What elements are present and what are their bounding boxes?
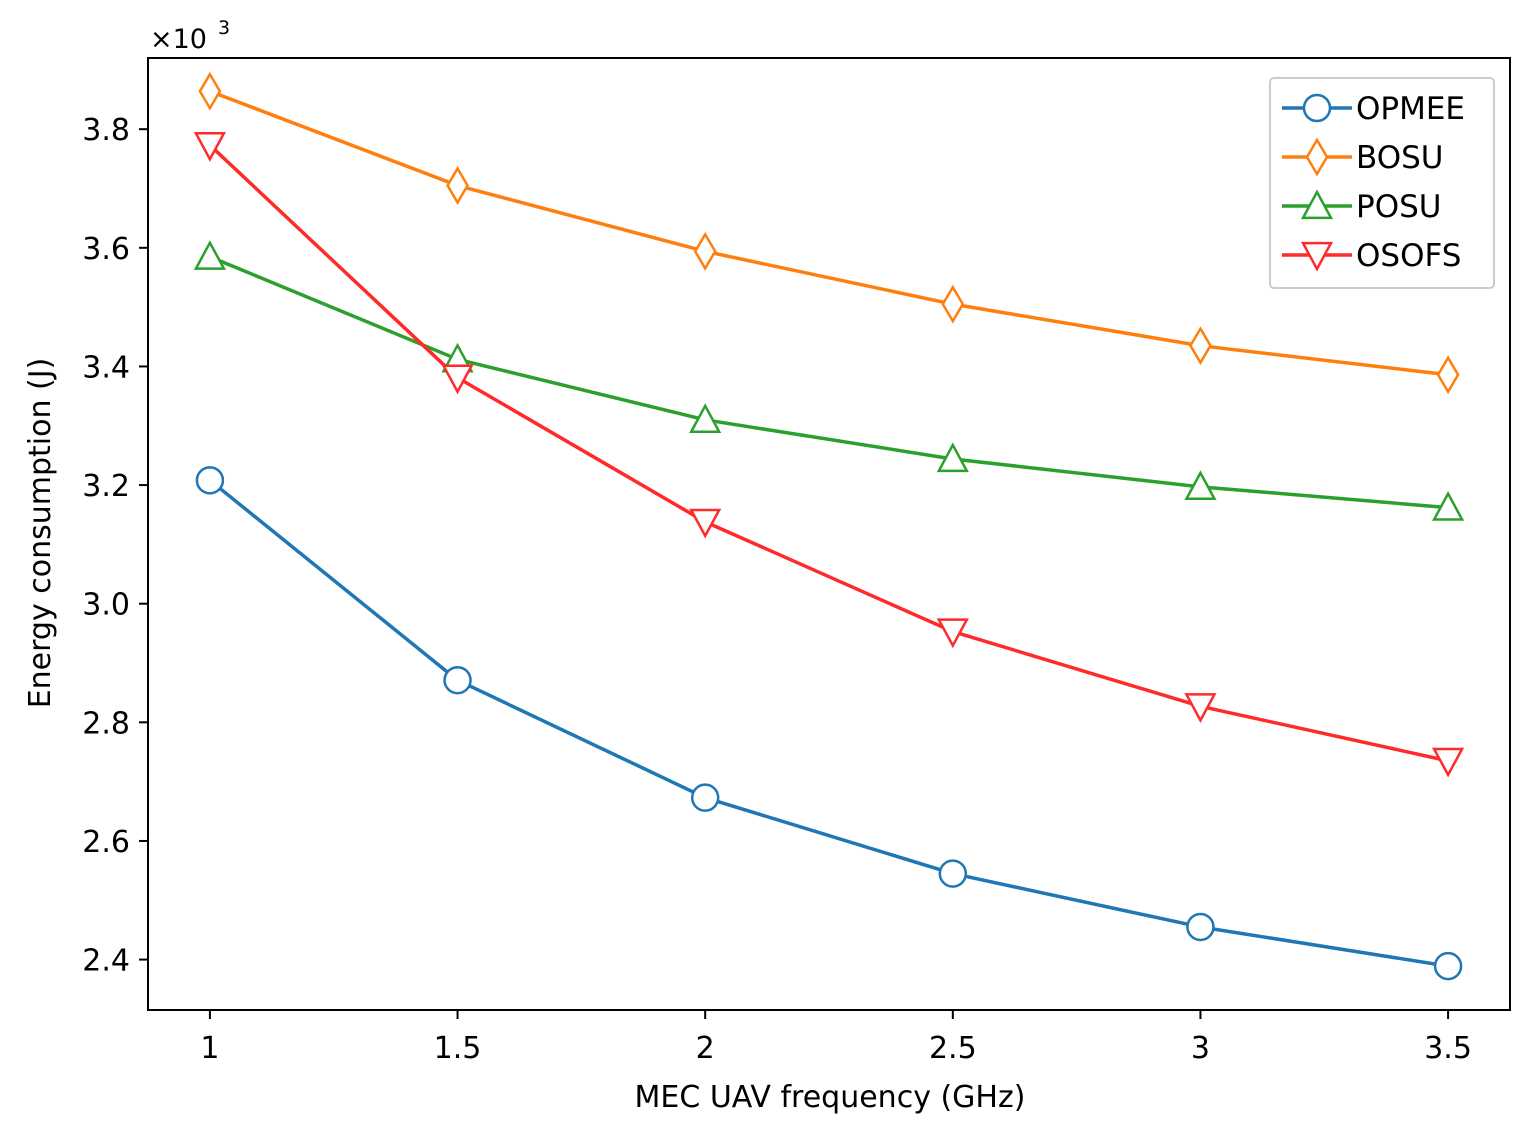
y-axis: 2.4 2.6 2.8 3.0 3.2 3.4 3.6 3.8 bbox=[82, 113, 148, 979]
data-point-osofs bbox=[1184, 693, 1217, 723]
data-point-posu bbox=[936, 442, 969, 473]
data-point-bosu bbox=[1189, 326, 1212, 366]
legend-marker-posu bbox=[1300, 189, 1334, 220]
series-line-posu bbox=[209, 255, 1449, 510]
series-bosu bbox=[198, 71, 1460, 395]
data-point-bosu bbox=[1436, 355, 1460, 395]
legend-item-posu: POSU bbox=[1282, 189, 1441, 225]
series-line-osofs bbox=[208, 143, 1449, 763]
x-tick-label: 1 bbox=[200, 1031, 219, 1066]
data-point-opmee bbox=[195, 466, 225, 495]
series-osofs bbox=[193, 132, 1465, 778]
data-point-osofs bbox=[441, 364, 474, 395]
legend-item-bosu: BOSU bbox=[1282, 137, 1444, 177]
data-point-opmee bbox=[1186, 912, 1215, 942]
data-point-opmee bbox=[690, 783, 720, 812]
data-point-posu bbox=[193, 240, 227, 270]
data-point-bosu bbox=[693, 231, 717, 271]
y-tick-label: 2.8 bbox=[82, 706, 130, 741]
x-tick-label: 3.5 bbox=[1424, 1031, 1472, 1066]
legend: OPMEE BOSU POSU OSOFS bbox=[1269, 77, 1495, 289]
legend-label-bosu: BOSU bbox=[1356, 140, 1444, 176]
legend-marker-opmee bbox=[1302, 93, 1332, 123]
data-point-bosu bbox=[198, 71, 222, 111]
y-scale-base: ×10 bbox=[150, 24, 207, 55]
data-point-osofs bbox=[936, 618, 969, 649]
series-opmee bbox=[195, 466, 1463, 981]
y-tick-label: 3.0 bbox=[82, 588, 130, 623]
data-point-opmee bbox=[443, 665, 472, 695]
x-tick-label: 2.5 bbox=[929, 1031, 977, 1066]
y-tick-label: 2.6 bbox=[82, 825, 130, 860]
data-point-osofs bbox=[193, 132, 227, 162]
legend-label-osofs: OSOFS bbox=[1356, 238, 1461, 274]
legend-marker-osofs bbox=[1300, 241, 1334, 272]
y-tick-label: 3.8 bbox=[82, 113, 130, 148]
series-layer bbox=[193, 71, 1465, 981]
x-axis-label: MEC UAV frequency (GHz) bbox=[635, 1080, 1026, 1115]
series-line-opmee bbox=[208, 478, 1449, 968]
y-tick-label: 2.4 bbox=[82, 944, 130, 979]
y-tick-label: 3.2 bbox=[82, 469, 130, 504]
y-axis-label: Energy consumption (J) bbox=[23, 358, 58, 709]
y-scale-exponent: 3 bbox=[218, 17, 230, 39]
series-line-bosu bbox=[209, 89, 1449, 377]
y-scale-multiplier: ×10 3 bbox=[150, 17, 230, 55]
data-point-posu bbox=[689, 403, 722, 433]
x-tick-label: 2 bbox=[696, 1031, 715, 1066]
x-tick-label: 1.5 bbox=[434, 1031, 482, 1066]
y-tick-label: 3.6 bbox=[82, 232, 130, 267]
legend-marker-bosu bbox=[1305, 137, 1329, 177]
legend-label-opmee: OPMEE bbox=[1356, 91, 1465, 127]
data-point-osofs bbox=[689, 508, 722, 539]
x-tick-label: 3 bbox=[1191, 1031, 1210, 1066]
data-point-bosu bbox=[941, 284, 965, 324]
data-point-opmee bbox=[1433, 951, 1463, 981]
data-point-posu bbox=[1431, 490, 1465, 521]
plot-border bbox=[147, 57, 1511, 1011]
plot-area bbox=[147, 57, 1511, 1011]
y-tick-label: 3.4 bbox=[82, 350, 130, 385]
data-point-opmee bbox=[938, 859, 968, 888]
legend-item-osofs: OSOFS bbox=[1282, 238, 1461, 274]
x-axis: 1 1.5 2 2.5 3 3.5 bbox=[200, 1010, 1472, 1066]
data-point-posu bbox=[1184, 470, 1217, 500]
data-point-bosu bbox=[446, 166, 469, 205]
legend-box bbox=[1269, 77, 1495, 289]
data-point-osofs bbox=[1431, 747, 1465, 778]
legend-label-posu: POSU bbox=[1356, 189, 1441, 225]
legend-item-opmee: OPMEE bbox=[1282, 91, 1465, 127]
